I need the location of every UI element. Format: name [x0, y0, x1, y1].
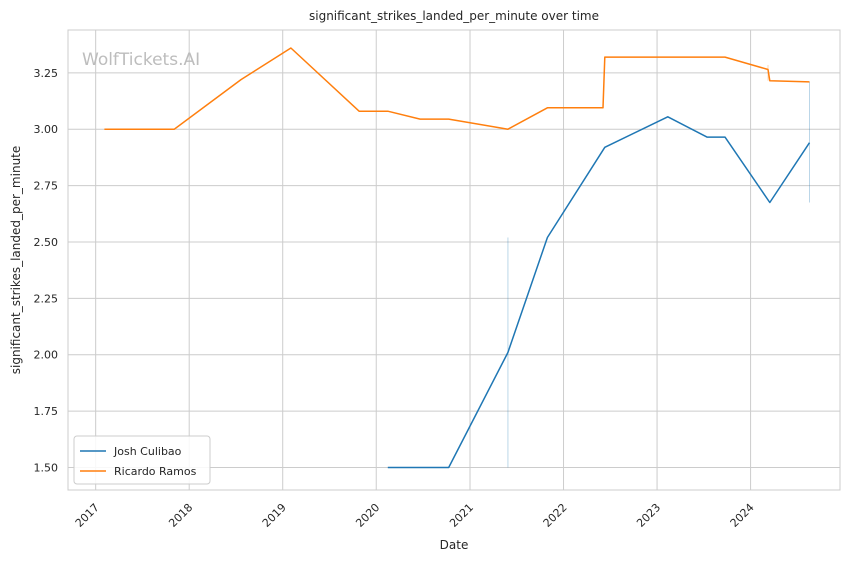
watermark: WolfTickets.AI: [82, 50, 200, 70]
y-tick-label: 3.00: [34, 123, 59, 136]
series-line-ricardo-ramos: [104, 47, 810, 130]
chart-title: significant_strikes_landed_per_minute ov…: [309, 9, 599, 23]
y-tick-label: 2.25: [34, 292, 59, 305]
legend-label-josh-culibao: Josh Culibao: [113, 445, 182, 458]
y-tick-label: 1.75: [34, 405, 59, 418]
y-tick-label: 2.75: [34, 180, 59, 193]
x-axis-label: Date: [440, 538, 469, 552]
series-line-josh-culibao: [387, 116, 811, 469]
legend: Josh Culibao Ricardo Ramos: [73, 435, 211, 485]
gridlines: [68, 30, 840, 490]
y-axis-label: significant_strikes_landed_per_minute: [9, 146, 23, 375]
y-tick-label: 1.50: [34, 461, 59, 474]
legend-box: [73, 435, 211, 485]
legend-label-ricardo-ramos: Ricardo Ramos: [114, 465, 197, 478]
y-tick-label: 2.00: [34, 349, 59, 362]
series-lines: [104, 47, 811, 469]
plot-area: [67, 29, 841, 491]
y-tick-label: 2.50: [34, 236, 59, 249]
y-tick-label: 3.25: [34, 67, 59, 80]
